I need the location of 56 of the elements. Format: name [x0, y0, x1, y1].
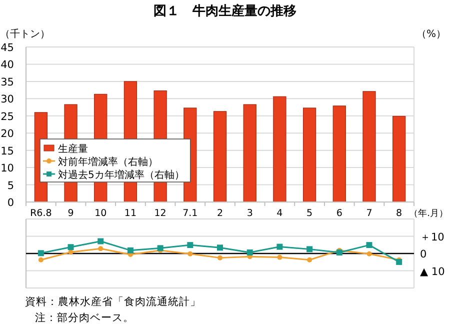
y-tick-label: 15 — [0, 145, 14, 158]
y-tick-label: 25 — [0, 110, 14, 123]
text: 注：部分肉ベース。 — [35, 311, 134, 324]
x-tick-label: 12 — [154, 208, 166, 219]
y-tick-label: 5 — [7, 180, 14, 192]
point — [307, 257, 312, 262]
legend-label: 対前年増減率（右軸） — [58, 156, 158, 168]
y-tick-label: 20 — [0, 128, 14, 140]
x-axis-title: （年.月） — [409, 208, 448, 219]
point — [246, 249, 253, 256]
y-tick-label: 30 — [0, 94, 14, 106]
chart-title: 図１ 牛肉生産量の推移 — [154, 3, 296, 19]
text: 資料：農林水産省「食肉流通統計」 — [25, 295, 201, 308]
legend-label: 対過去5カ年増減率（右軸） — [58, 169, 184, 181]
point — [68, 250, 74, 255]
point — [277, 254, 282, 260]
point — [187, 242, 194, 248]
point — [98, 246, 104, 252]
point — [157, 245, 164, 252]
y-tick-label: 0 — [420, 248, 427, 260]
y-tick-label: 0 — [7, 197, 14, 209]
point — [336, 249, 342, 256]
x-tick-label: 2 — [216, 208, 224, 219]
y2-axis-title: （%） — [416, 29, 446, 40]
y-tick-label: 10 — [0, 162, 14, 175]
y-tick-label: 35 — [0, 76, 14, 88]
point — [276, 244, 283, 250]
x-tick-label: 6 — [336, 208, 342, 219]
y-tick-label: ▲ 10 — [420, 266, 445, 278]
x-tick-label: 5 — [306, 208, 313, 219]
point — [218, 255, 222, 260]
x-tick-label: 8 — [396, 208, 402, 219]
point — [68, 244, 74, 250]
y-tick-label: ＋10 — [420, 231, 444, 244]
point — [366, 251, 372, 256]
point — [366, 242, 372, 248]
point — [38, 257, 44, 262]
point — [396, 258, 402, 265]
legend-label: 生産量 — [58, 143, 88, 155]
y-axis-title: （千トン） — [0, 28, 50, 40]
point — [306, 246, 313, 252]
x-tick-label: 10 — [94, 208, 107, 219]
y-tick-label: 40 — [0, 59, 14, 72]
point — [217, 244, 223, 251]
x-tick-label: 9 — [68, 208, 74, 219]
y-tick-label: 45 — [0, 42, 14, 54]
point — [188, 251, 193, 256]
point — [98, 238, 104, 244]
x-tick-label: 4 — [276, 208, 283, 219]
point — [38, 250, 44, 256]
x-tick-label: 11 — [124, 208, 137, 219]
x-tick-label: 3 — [246, 208, 253, 219]
x-tick-label: 7.1 — [182, 208, 198, 219]
x-tick-label: R6.8 — [30, 208, 52, 219]
point — [127, 247, 134, 254]
x-tick-label: 7 — [366, 208, 372, 219]
